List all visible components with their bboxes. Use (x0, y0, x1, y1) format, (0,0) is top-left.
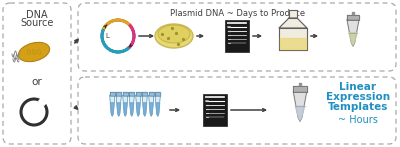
Text: Plasmid DNA ~ Days to Produce: Plasmid DNA ~ Days to Produce (170, 9, 306, 18)
Polygon shape (123, 92, 128, 96)
Polygon shape (129, 92, 134, 96)
Polygon shape (142, 92, 147, 96)
Polygon shape (136, 96, 141, 116)
Polygon shape (142, 96, 147, 116)
Polygon shape (352, 12, 354, 15)
Polygon shape (299, 83, 301, 86)
Polygon shape (110, 103, 114, 116)
Ellipse shape (158, 25, 190, 43)
Polygon shape (156, 103, 160, 116)
Text: Templates: Templates (328, 102, 388, 112)
Polygon shape (155, 92, 160, 96)
Text: L: L (105, 33, 109, 39)
Polygon shape (289, 10, 297, 18)
Text: ~ Hours: ~ Hours (338, 115, 378, 125)
Polygon shape (347, 15, 359, 20)
FancyBboxPatch shape (3, 3, 71, 144)
Text: Expression: Expression (326, 92, 390, 102)
Polygon shape (155, 96, 160, 116)
Polygon shape (110, 92, 115, 96)
Polygon shape (293, 92, 307, 121)
Polygon shape (293, 86, 307, 92)
Ellipse shape (18, 42, 50, 62)
Polygon shape (347, 20, 359, 46)
Polygon shape (149, 92, 154, 96)
Polygon shape (116, 92, 121, 96)
Polygon shape (349, 33, 357, 45)
Bar (203, 94, 227, 126)
Ellipse shape (155, 24, 193, 48)
Polygon shape (136, 92, 141, 96)
Text: Source: Source (20, 18, 54, 28)
Text: or: or (32, 77, 42, 87)
Polygon shape (279, 18, 307, 28)
FancyBboxPatch shape (78, 3, 396, 71)
Polygon shape (124, 103, 127, 116)
Polygon shape (110, 96, 115, 116)
Text: DNA: DNA (26, 10, 48, 20)
Polygon shape (136, 103, 140, 116)
Polygon shape (116, 96, 121, 116)
Polygon shape (143, 103, 146, 116)
Polygon shape (280, 38, 306, 49)
FancyBboxPatch shape (78, 77, 396, 144)
Bar (225, 20, 249, 52)
Polygon shape (117, 103, 120, 116)
Polygon shape (129, 96, 134, 116)
Polygon shape (123, 96, 128, 116)
Polygon shape (130, 103, 134, 116)
Polygon shape (149, 96, 154, 116)
Polygon shape (295, 106, 305, 120)
Polygon shape (279, 28, 307, 50)
Text: Linear: Linear (340, 82, 376, 92)
Polygon shape (150, 103, 153, 116)
